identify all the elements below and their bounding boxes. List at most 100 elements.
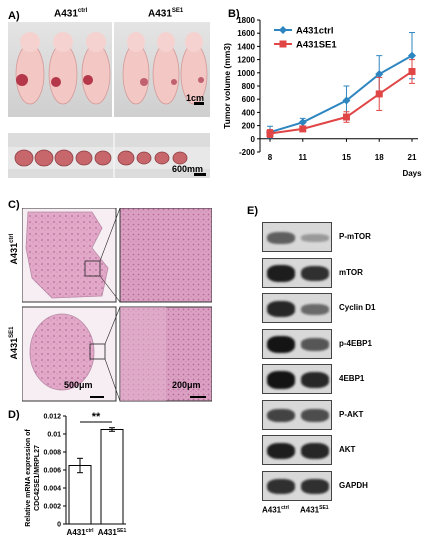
y-tick-label: 400 <box>242 108 256 117</box>
y-tick-label: -200 <box>239 148 256 157</box>
y-tick-label: 1400 <box>237 42 255 51</box>
blot-band <box>301 338 329 351</box>
blot-label: Cyclin D1 <box>339 303 376 312</box>
y-axis-label-line2: CDC42SE1/MRPL27 <box>34 445 41 511</box>
y-axis-label: Tumor volume (mm3) <box>222 43 232 129</box>
panel-e-label: E) <box>247 205 258 217</box>
x-tick-label: 18 <box>375 153 384 162</box>
blot-label: mTOR <box>339 267 363 277</box>
panel-c-scale-right: 200μm <box>172 380 201 390</box>
y-tick-label: 0 <box>251 135 256 144</box>
data-point <box>375 70 384 79</box>
data-point <box>342 96 351 105</box>
y-tick-label: 0.01 <box>47 432 61 439</box>
y-tick-label: 1600 <box>237 29 255 38</box>
panel-c-scale-left: 500μm <box>64 380 93 390</box>
panel-c-row2-name: A431 <box>9 337 19 360</box>
data-point <box>266 130 274 138</box>
data-point <box>375 90 383 98</box>
y-tick-label: 0.012 <box>43 414 61 421</box>
blot-band <box>301 234 329 242</box>
blot-band <box>267 232 295 244</box>
y-tick-label: 0.004 <box>43 486 61 493</box>
data-point <box>408 51 416 60</box>
y-tick-label: 200 <box>242 122 256 131</box>
panel-b-label: B) <box>228 8 240 20</box>
blot-band <box>267 301 295 317</box>
blot-label: P-mTOR <box>339 232 371 241</box>
panel-c-row1-sup: ctrl <box>9 233 15 243</box>
y-tick-label: 0.008 <box>43 450 61 457</box>
blot-band <box>267 442 295 460</box>
blot-row <box>262 293 332 323</box>
tumor-volume-line-chart: -200 0 200 400 600 800 1000 1200 1400 1600 1800 8 11… <box>222 16 422 178</box>
x-tick-name: A431 <box>98 528 118 537</box>
blot-row <box>262 470 332 501</box>
blot-band <box>301 303 329 315</box>
blot-label: GAPDH <box>339 480 368 490</box>
blot-row <box>262 257 332 288</box>
bar <box>100 429 124 525</box>
data-point <box>408 67 416 75</box>
blot-row <box>262 328 332 359</box>
x-tick-sup: ctrl <box>86 528 94 534</box>
panel-c-row2-label: A431SE1 <box>9 323 19 363</box>
y-tick-label: 800 <box>242 82 256 91</box>
panel-e-lane1-label: A431ctrl <box>262 505 289 515</box>
blot-row <box>262 435 332 465</box>
data-point <box>342 113 350 121</box>
blot-label: p-4EBP1 <box>339 338 372 348</box>
legend-label: A431SE1 <box>296 40 337 51</box>
mice-photo <box>8 22 210 117</box>
legend-label: A431ctrl <box>296 26 334 37</box>
panel-c-row1-name: A431 <box>9 242 19 265</box>
panel-a-se1-group-label: A431SE1 <box>148 8 183 19</box>
histology-image <box>22 208 212 402</box>
y-tick-label: 0 <box>57 522 61 529</box>
y-tick-label: 1000 <box>237 69 255 78</box>
legend-marker <box>279 26 287 34</box>
tumors-photo <box>8 133 210 178</box>
x-tick-label: 11 <box>299 153 308 162</box>
y-tick-label: 0.002 <box>43 504 61 511</box>
blot-band <box>267 335 295 354</box>
blot-row <box>262 364 332 394</box>
panel-a-ctrl-group-label: A431ctrl <box>54 8 87 19</box>
panel-a-se1-name: A431 <box>148 8 172 20</box>
x-axis-label: Days <box>402 169 422 178</box>
blot-band <box>301 265 329 282</box>
blot-label: 4EBP1 <box>339 374 365 383</box>
panel-c-row1-label: A431ctrl <box>9 229 19 269</box>
blot-band <box>267 265 295 282</box>
x-tick-label: 8 <box>268 153 273 162</box>
y-axis-label: Relative mRNA expression of CDC42SE1/MRPL… <box>25 429 41 527</box>
panel-e-lane1-name: A431 <box>262 505 282 515</box>
blot-label: AKT <box>339 445 356 454</box>
blot-band <box>267 478 295 495</box>
panel-d-label: D) <box>8 409 20 421</box>
panel-c-label: C) <box>8 199 20 211</box>
panel-c-row2-sup: SE1 <box>9 326 15 338</box>
blot-band <box>301 478 329 495</box>
x-tick-sup: SE1 <box>117 528 127 534</box>
x-tick-name: A431 <box>67 528 87 537</box>
blot-label: P-AKT <box>339 409 364 419</box>
y-tick-label: 1200 <box>237 56 255 65</box>
panel-e-lane1-sup: ctrl <box>281 505 289 511</box>
panel-a-ctrl-name: A431 <box>54 8 78 20</box>
bar <box>68 465 92 525</box>
blot-band <box>267 408 295 423</box>
panel-a-scale-bottom: 600mm <box>172 164 204 174</box>
y-tick-label: 0.006 <box>43 468 61 475</box>
panel-e-lane2-label: A431SE1 <box>300 505 329 515</box>
x-tick-label: A431ctrl <box>67 528 95 537</box>
y-tick-label: 1800 <box>237 16 255 25</box>
x-tick-label: 15 <box>342 153 351 162</box>
legend-marker <box>279 40 287 48</box>
blot-band <box>301 408 329 423</box>
mrna-expression-bar-chart: 0 0.002 0.004 0.006 0.008 0.01 0.012 Relative m… <box>25 411 127 537</box>
x-tick-label: 21 <box>408 153 417 162</box>
blot-row <box>262 222 332 252</box>
blot-band <box>301 443 329 459</box>
panel-a-label: A) <box>8 10 20 22</box>
